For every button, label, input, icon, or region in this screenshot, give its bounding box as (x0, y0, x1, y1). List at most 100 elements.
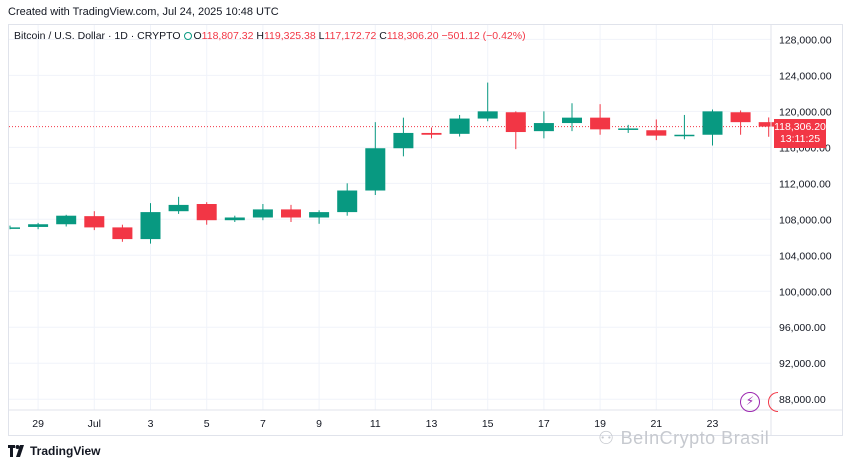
candle (56, 214, 77, 227)
candle (505, 111, 526, 150)
x-tick-label: Jul (88, 418, 101, 430)
candle (421, 127, 442, 139)
x-tick-label: 19 (594, 418, 606, 430)
high-label: H (256, 30, 264, 42)
candle-body (590, 117, 611, 130)
x-tick-label: 7 (260, 418, 266, 430)
candle-body (10, 227, 20, 229)
candle (84, 211, 105, 231)
high-value: 119,325.38 (263, 30, 316, 42)
candle (393, 117, 414, 157)
tradingview-logo[interactable]: TradingView (8, 444, 100, 458)
y-tick-label: 92,000.00 (779, 358, 826, 370)
x-tick-label: 23 (707, 418, 719, 430)
candles-layer (9, 82, 779, 244)
x-tick-label: 21 (650, 418, 662, 430)
candle-body (56, 215, 77, 225)
y-tick-label: 128,000.00 (779, 34, 832, 46)
candle (674, 114, 695, 140)
last-price-tag: 118,306.20 13:11:25 (774, 118, 826, 148)
close-value: 118,306.20 (386, 30, 439, 42)
x-tick-label: 11 (370, 418, 381, 430)
candle (758, 117, 779, 137)
candle-body (533, 123, 554, 132)
y-tick-label: 112,000.00 (779, 178, 831, 190)
x-tick-label: 15 (482, 418, 494, 430)
y-tick-label: 104,000.00 (779, 250, 832, 262)
candle (224, 215, 245, 222)
x-tick-label: 13 (426, 418, 438, 430)
candle-body (393, 132, 414, 149)
open-label: O (193, 30, 202, 42)
tradingview-brand: TradingView (30, 444, 101, 458)
created-with-text: Created with TradingView.com, Jul 24, 20… (8, 6, 279, 18)
candle-body (309, 212, 330, 218)
open-value: 118,807.32 (201, 30, 254, 42)
candle (337, 183, 358, 216)
y-tick-label: 96,000.00 (779, 322, 826, 334)
candle-body (140, 212, 161, 240)
candle-body (618, 128, 639, 130)
candle (590, 104, 611, 135)
y-tick-label: 88,000.00 (779, 394, 826, 406)
candle (533, 111, 554, 139)
candle-body (337, 190, 358, 213)
x-axis: 29 Jul 3 5 7 9 11 13 15 17 19 21 23 (9, 409, 842, 430)
close-label: C (379, 30, 387, 42)
x-tick-label: 5 (204, 418, 210, 430)
candle (702, 109, 723, 146)
y-tick-label: 120,000.00 (779, 106, 832, 118)
candle (9, 225, 20, 230)
candle (112, 224, 133, 242)
watermark: ⚇ BeInCrypto Brasil (598, 428, 769, 449)
low-value: 117,172.72 (324, 30, 377, 42)
candle-body (758, 122, 779, 127)
candle (449, 114, 470, 137)
candle (281, 204, 301, 222)
lightning-icon[interactable]: ⚡ (740, 392, 760, 412)
chart-frame (8, 24, 843, 436)
x-tick-label: 29 (32, 418, 44, 430)
candle-body (196, 204, 217, 221)
candle-body (421, 132, 442, 135)
candle (28, 222, 49, 230)
bar-countdown: 13:11:25 (779, 132, 821, 145)
candle-body (28, 224, 49, 227)
last-price-value: 118,306.20 (774, 120, 826, 133)
candle (196, 202, 217, 225)
x-tick-label: 3 (148, 418, 154, 430)
candle (730, 110, 751, 135)
grid-layer (9, 25, 771, 410)
low-label: L (318, 30, 325, 42)
candle-body (702, 111, 723, 135)
candle (168, 196, 189, 214)
candle-body (112, 227, 133, 240)
y-tick-label: 108,000.00 (779, 214, 832, 226)
candle (140, 203, 161, 244)
candle (477, 82, 498, 122)
y-tick-label: 100,000.00 (779, 286, 832, 298)
candle (562, 103, 582, 132)
symbol-name[interactable]: Bitcoin / U.S. Dollar · 1D · CRYPTO (14, 30, 181, 42)
market-status-icon (183, 32, 192, 40)
x-tick-label: 9 (316, 418, 322, 430)
candle-body (505, 112, 526, 133)
candle-body (449, 118, 470, 134)
candle-body (646, 130, 667, 136)
change-value: −501.12 (−0.42%) (441, 30, 526, 42)
candle-body (365, 148, 386, 191)
watermark-logo-icon: ⚇ (598, 428, 615, 448)
tradingview-logo-icon (8, 445, 24, 457)
candle-body (477, 111, 498, 119)
y-axis: 88,000.00 92,000.00 96,000.00 100,000.00 104… (770, 25, 832, 435)
candle (252, 204, 273, 221)
candle-body (730, 112, 751, 123)
candle-body (281, 209, 301, 218)
candle-body (562, 117, 582, 124)
candle-body (252, 209, 273, 218)
symbol-legend[interactable]: Bitcoin / U.S. Dollar · 1D · CRYPTO O118,… (14, 30, 526, 42)
candle (646, 119, 667, 141)
y-tick-label: 124,000.00 (779, 70, 832, 82)
candle (309, 210, 330, 224)
